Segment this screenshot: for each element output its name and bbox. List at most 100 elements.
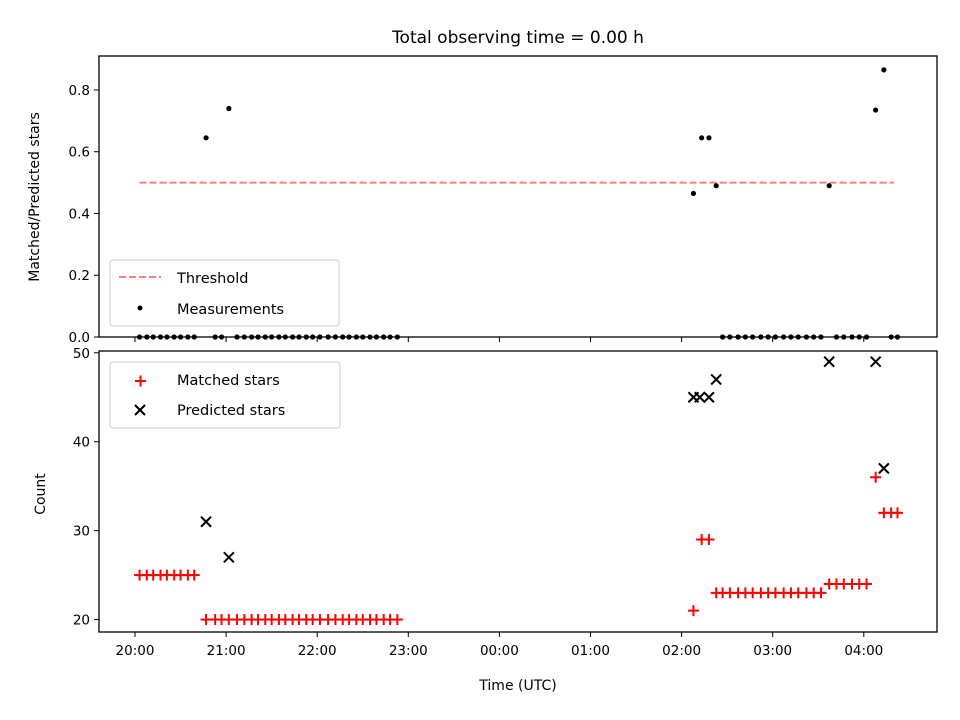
measurement-point — [255, 334, 261, 340]
measurement-point — [218, 334, 225, 340]
threshold-legend-label: Threshold — [176, 271, 248, 287]
predicted-star-point — [869, 355, 882, 368]
y-tick-label: 40 — [73, 435, 90, 451]
measurement-point — [282, 334, 288, 340]
measurement-point — [735, 334, 741, 340]
measurement-point — [781, 334, 787, 340]
matched-star-point — [815, 587, 827, 599]
measurement-point — [276, 334, 282, 340]
measurement-point — [750, 334, 756, 340]
measurement-point — [894, 334, 901, 340]
predicted-star-point — [223, 551, 235, 564]
count-plot-frame — [98, 350, 938, 633]
measurement-point — [803, 334, 810, 340]
measurement-point — [719, 334, 726, 340]
measurement-point — [841, 334, 847, 340]
measurement-point — [177, 334, 184, 340]
measurement-point — [394, 334, 400, 340]
measurement-point — [332, 334, 339, 340]
count-panel: 20 30 40 50 20:00 21:00 22:00 23:00 00:00 01:00 0… — [33, 346, 938, 694]
measurement-point — [303, 334, 309, 340]
y-tick-label: 0.6 — [69, 145, 90, 161]
count-legend: Matched stars Predicted stars — [109, 361, 341, 429]
predicted-star-point — [703, 391, 715, 403]
y-tick-label: 0.4 — [69, 206, 90, 222]
ratio-y-ticks: 0.0 0.2 0.4 0.6 0.8 — [69, 83, 99, 346]
chart-title: Total observing time = 0.00 h — [391, 28, 644, 48]
count-x-ticks: 20:00 21:00 22:00 23:00 00:00 01:00 02:00 03:00… — [116, 632, 883, 659]
measurement-point — [144, 334, 150, 340]
matched-star-point — [391, 614, 403, 626]
count-legend-box — [109, 361, 341, 429]
measurement-point — [296, 334, 302, 340]
count-marks — [134, 355, 904, 626]
ratio-legend: Threshold Measurements — [109, 259, 340, 327]
measurement-point — [340, 334, 346, 340]
measurement-point — [310, 334, 316, 340]
y-tick-label: 0.0 — [69, 330, 90, 346]
measurement-point — [164, 334, 170, 340]
predicted-star-point — [200, 516, 212, 528]
measurement-point — [373, 334, 380, 340]
measurement-point — [234, 334, 240, 340]
predicted-star-point — [710, 373, 722, 386]
ratio-plot-frame — [98, 55, 938, 338]
ratio-y-axis-label: Matched/Predicted stars — [27, 112, 43, 282]
matched-star-point — [703, 534, 715, 546]
measurement-point — [833, 334, 840, 340]
matched-legend-label: Matched stars — [177, 373, 280, 389]
measurement-point — [249, 334, 255, 340]
predicted-star-point — [823, 355, 835, 368]
measurement-point — [387, 334, 393, 340]
measurement-point — [353, 334, 359, 340]
measurement-point — [381, 334, 387, 340]
x-tick-label: 00:00 — [480, 643, 519, 659]
ratio-panel: 0.00.20.40.60.8 Matched/Predicted stars … — [27, 55, 938, 346]
x-tick-label: 03:00 — [753, 643, 792, 659]
ratio-legend-box — [109, 259, 340, 327]
measurement-point — [826, 183, 832, 189]
x-tick-label: 23:00 — [389, 643, 428, 659]
measurement-point — [849, 334, 855, 340]
predicted-legend-label: Predicted stars — [177, 403, 285, 419]
y-tick-label: 30 — [73, 524, 90, 540]
y-tick-label: 0.8 — [69, 83, 90, 99]
matched-star-point — [892, 507, 904, 519]
matched-star-point — [687, 605, 699, 617]
measurement-point — [788, 334, 794, 340]
ratio-x-ticks — [134, 337, 865, 342]
x-tick-label: 21:00 — [207, 643, 246, 659]
measurement-point — [191, 334, 197, 340]
measurement-point — [150, 334, 156, 340]
measurement-point — [136, 334, 143, 340]
measurement-point — [262, 334, 268, 340]
measurement-point — [795, 334, 801, 340]
measurement-point — [241, 334, 247, 340]
x-tick-label: 01:00 — [571, 643, 610, 659]
measurements-legend-label: Measurements — [177, 302, 284, 318]
measurement-point — [888, 334, 894, 340]
measurement-point — [863, 334, 870, 340]
measurement-point — [758, 334, 764, 340]
matched-star-point — [861, 578, 873, 590]
measurement-point — [325, 334, 331, 340]
matched-star-point — [188, 569, 200, 581]
measurement-point — [171, 334, 177, 340]
x-axis-label: Time (UTC) — [478, 678, 556, 694]
measurement-point — [856, 334, 862, 340]
measurements-legend-swatch — [137, 305, 143, 311]
measurement-point — [290, 334, 296, 340]
predicted-star-point — [694, 391, 706, 403]
measurement-point — [772, 334, 779, 340]
ratio-marks — [136, 67, 901, 340]
count-y-ticks: 20 30 40 50 — [73, 346, 99, 629]
predicted-legend-swatch — [134, 404, 146, 416]
measurement-point — [818, 334, 824, 340]
measurement-point — [765, 334, 771, 340]
measurement-point — [873, 107, 879, 113]
measurement-point — [699, 135, 705, 141]
x-tick-label: 22:00 — [298, 643, 337, 659]
measurement-point — [881, 67, 887, 73]
measurement-point — [269, 334, 275, 340]
